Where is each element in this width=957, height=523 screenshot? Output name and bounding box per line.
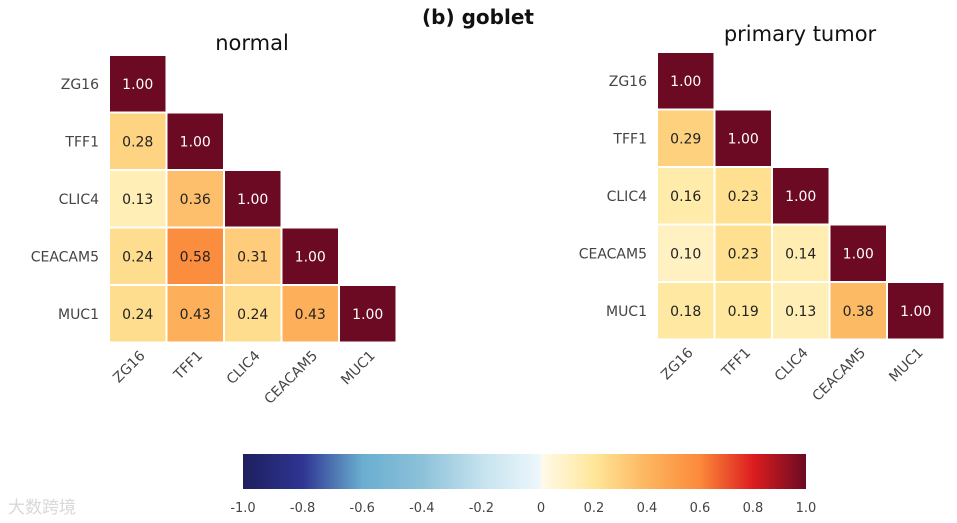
cell-label: 0.24 bbox=[122, 249, 153, 265]
colorbar-positive bbox=[541, 454, 806, 489]
cell-label: 0.28 bbox=[122, 134, 153, 150]
heatmap-cell bbox=[280, 284, 340, 344]
cell-label: 0.19 bbox=[728, 304, 759, 320]
colorbar-tick-label: -0.8 bbox=[290, 501, 315, 516]
x-tick-label: TFF1 bbox=[170, 348, 206, 384]
heatmap-cell bbox=[656, 166, 716, 226]
x-tick-label: MUC1 bbox=[338, 348, 378, 388]
heatmap-panel-0: normal 1.00 0.28 1.00 0.13 0.36 1.00 0.24 0.58 0.… bbox=[31, 31, 398, 408]
cell-label: 0.10 bbox=[670, 246, 701, 262]
figure-title: (b) goblet bbox=[422, 5, 534, 29]
cell-label: 1.00 bbox=[122, 77, 153, 93]
colorbar: -1.0 -0.8 -0.6 -0.4 -0.2 0 0.2 0.4 0.6 0.8 1.0 bbox=[230, 454, 816, 516]
x-tick-label: TFF1 bbox=[718, 345, 754, 381]
cell-label: 1.00 bbox=[237, 192, 268, 208]
heatmap-cell bbox=[108, 54, 168, 114]
colorbar-tick-label: 0 bbox=[537, 501, 545, 516]
colorbar-tick-label: 0.4 bbox=[637, 501, 658, 516]
cell-label: 0.13 bbox=[785, 304, 816, 320]
cell-label: 1.00 bbox=[352, 307, 383, 323]
cell-label: 0.23 bbox=[728, 189, 759, 205]
heatmap-cell bbox=[771, 166, 831, 226]
y-tick-label: CLIC4 bbox=[607, 189, 647, 205]
y-tick-label: ZG16 bbox=[609, 74, 647, 90]
x-tick-label: CEACAM5 bbox=[809, 345, 869, 405]
cell-label: 0.31 bbox=[237, 249, 268, 265]
panel-title: primary tumor bbox=[724, 22, 877, 46]
cell-label: 0.13 bbox=[122, 192, 153, 208]
cell-label: 1.00 bbox=[785, 189, 816, 205]
x-tick-label: CLIC4 bbox=[224, 348, 264, 388]
heatmap-cell bbox=[828, 281, 888, 341]
watermark: 大数跨境 bbox=[8, 498, 76, 518]
x-tick-label: CLIC4 bbox=[772, 345, 812, 385]
cell-label: 0.43 bbox=[180, 307, 211, 323]
cell-label: 0.58 bbox=[180, 249, 211, 265]
panel-title: normal bbox=[215, 31, 289, 55]
colorbar-negative bbox=[243, 454, 541, 489]
cell-label: 0.24 bbox=[237, 307, 268, 323]
heatmap-cell bbox=[656, 108, 716, 168]
heatmap-cell bbox=[656, 51, 716, 111]
cell-label: 1.00 bbox=[670, 74, 701, 90]
heatmap-cell bbox=[713, 108, 773, 168]
colorbar-tick-label: -0.2 bbox=[469, 501, 494, 516]
heatmap-cell bbox=[338, 284, 398, 344]
colorbar-tick-label: 0.8 bbox=[743, 501, 764, 516]
x-tick-label: ZG16 bbox=[110, 348, 148, 386]
y-tick-label: MUC1 bbox=[606, 304, 647, 320]
heatmap-cell bbox=[886, 281, 946, 341]
cell-label: 1.00 bbox=[900, 304, 931, 320]
cell-label: 0.24 bbox=[122, 307, 153, 323]
cell-label: 0.38 bbox=[843, 304, 874, 320]
x-tick-label: ZG16 bbox=[658, 345, 696, 383]
heatmap-cell bbox=[713, 223, 773, 283]
colorbar-tick-label: -0.6 bbox=[350, 501, 375, 516]
cell-label: 1.00 bbox=[843, 246, 874, 262]
cell-label: 0.29 bbox=[670, 131, 701, 147]
y-tick-label: CLIC4 bbox=[59, 192, 99, 208]
cell-label: 0.43 bbox=[295, 307, 326, 323]
cell-label: 0.36 bbox=[180, 192, 211, 208]
y-tick-label: CEACAM5 bbox=[579, 246, 647, 262]
heatmap-cell bbox=[223, 284, 283, 344]
colorbar-tick-label: 0.6 bbox=[690, 501, 711, 516]
heatmap-cell bbox=[656, 223, 716, 283]
cell-label: 0.14 bbox=[785, 246, 816, 262]
cell-label: 1.00 bbox=[180, 134, 211, 150]
cell-label: 1.00 bbox=[295, 249, 326, 265]
heatmap-cell bbox=[713, 166, 773, 226]
cell-label: 1.00 bbox=[728, 131, 759, 147]
heatmap-panel-1: primary tumor 1.00 0.29 1.00 0.16 0.23 1.00 0.1… bbox=[579, 22, 946, 405]
x-tick-label: MUC1 bbox=[886, 345, 926, 385]
y-tick-label: ZG16 bbox=[61, 77, 99, 93]
cell-label: 0.16 bbox=[670, 189, 701, 205]
heatmap-cell bbox=[165, 284, 225, 344]
heatmap-cell bbox=[771, 281, 831, 341]
colorbar-tick-label: -0.4 bbox=[409, 501, 434, 516]
colorbar-tick-label: -1.0 bbox=[230, 501, 255, 516]
y-tick-label: TFF1 bbox=[64, 134, 99, 150]
colorbar-tick-label: 0.2 bbox=[584, 501, 605, 516]
y-tick-label: MUC1 bbox=[58, 307, 99, 323]
heatmap-cell bbox=[165, 226, 225, 286]
x-tick-label: CEACAM5 bbox=[261, 348, 321, 408]
cell-label: 0.23 bbox=[728, 246, 759, 262]
colorbar-tick-label: 1.0 bbox=[796, 501, 817, 516]
cell-label: 0.18 bbox=[670, 304, 701, 320]
y-tick-label: CEACAM5 bbox=[31, 249, 99, 265]
heatmap-cell bbox=[713, 281, 773, 341]
heatmap-cell bbox=[223, 169, 283, 229]
heatmap-cell bbox=[280, 226, 340, 286]
y-tick-label: TFF1 bbox=[612, 131, 647, 147]
